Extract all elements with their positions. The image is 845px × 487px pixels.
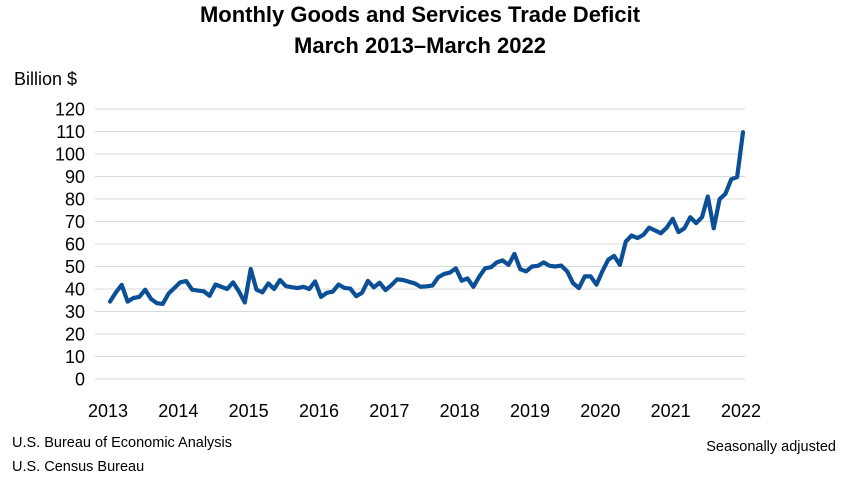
y-tick-label: 50 [65,257,85,277]
y-tick-label: 20 [65,325,85,345]
x-tick-label: 2022 [721,401,761,421]
y-tick-label: 100 [55,145,85,165]
x-tick-label: 2016 [299,401,339,421]
y-tick-label: 120 [55,100,85,120]
x-tick-label: 2021 [651,401,691,421]
y-tick-label: 60 [65,235,85,255]
chart-title: Monthly Goods and Services Trade Deficit [200,2,641,27]
gridlines [95,108,745,380]
x-tick-label: 2018 [440,401,480,421]
source-census: U.S. Census Bureau [12,459,144,475]
x-tick-label: 2020 [580,401,620,421]
y-tick-label: 10 [65,347,85,367]
x-tick-labels: 2013 2014 2015 2016 2017 2018 2019 2020 2021 2022 [88,401,761,421]
x-tick-label: 2015 [229,401,269,421]
y-tick-label: 110 [56,122,85,142]
chart-subtitle: March 2013–March 2022 [294,33,546,58]
seasonally-adjusted-note: Seasonally adjusted [706,439,836,455]
y-tick-label: 30 [65,302,85,322]
series-lines [107,130,746,306]
x-tick-label: 2013 [88,401,128,421]
x-tick-label: 2019 [510,401,550,421]
y-tick-label: 90 [65,167,85,187]
y-tick-label: 70 [65,212,85,232]
y-tick-label: 80 [65,190,85,210]
y-tick-label: 0 [75,370,85,390]
y-tick-label: 40 [65,280,85,300]
x-tick-label: 2017 [369,401,409,421]
y-axis-label: Billion $ [14,69,77,89]
trade-deficit-line [107,130,746,306]
x-tick-label: 2014 [158,401,198,421]
source-bea: U.S. Bureau of Economic Analysis [12,435,232,451]
